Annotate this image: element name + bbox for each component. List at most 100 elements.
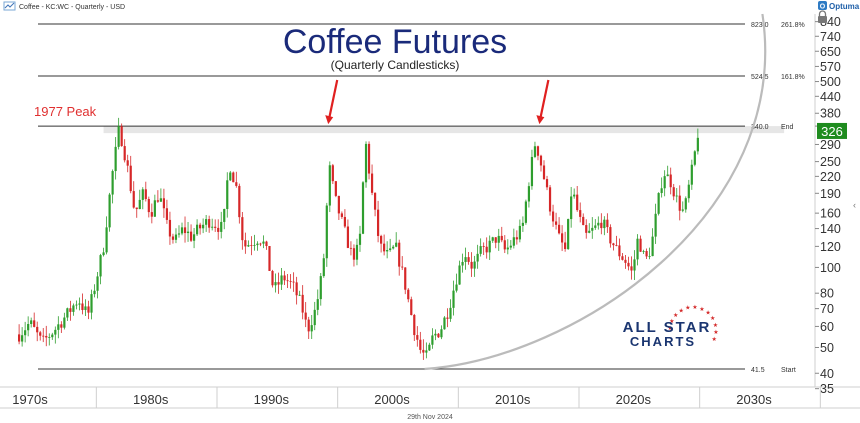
candle-body xyxy=(165,208,169,220)
candle-body xyxy=(428,344,431,351)
lock-icon[interactable] xyxy=(818,10,827,23)
annotations: 1977 Peak xyxy=(34,79,550,125)
candle-body xyxy=(579,210,582,217)
candle-body xyxy=(675,195,678,197)
candle-body xyxy=(557,224,561,234)
candle-body xyxy=(512,237,515,246)
candle-body xyxy=(292,281,295,283)
candle-body xyxy=(220,221,223,232)
candle-body xyxy=(183,227,187,234)
candle-body xyxy=(597,222,600,226)
candle-body xyxy=(69,308,72,312)
footer-date: 29th Nov 2024 xyxy=(407,414,453,421)
candle-body xyxy=(156,200,159,202)
candle-body xyxy=(316,299,319,310)
y-tick-label: 500 xyxy=(820,75,841,89)
candle-body xyxy=(256,243,259,246)
candle-body xyxy=(45,335,48,338)
candles xyxy=(18,117,699,360)
candle-body xyxy=(479,246,482,254)
candle-body xyxy=(211,226,214,228)
candle-body xyxy=(280,275,283,285)
x-tick-label: 1990s xyxy=(254,392,290,407)
candle-body xyxy=(615,245,618,246)
candle-body xyxy=(334,181,337,196)
candle-body xyxy=(93,290,96,295)
candle-body xyxy=(202,224,205,229)
candle-body xyxy=(678,195,681,211)
y-tick-label: 160 xyxy=(820,207,841,221)
candle-body xyxy=(533,146,537,157)
brand-name: Optuma xyxy=(829,2,860,11)
candle-body xyxy=(491,237,494,241)
candle-body xyxy=(205,219,208,225)
y-tick-label: 50 xyxy=(820,341,834,355)
y-tick-label: 290 xyxy=(820,138,841,152)
candle-body xyxy=(319,276,322,300)
candle-body xyxy=(651,236,654,257)
star-icon: ★ xyxy=(705,310,710,317)
candle-body xyxy=(36,326,39,333)
candle-body xyxy=(564,242,567,250)
y-tick-label: 35 xyxy=(820,382,834,396)
candle-body xyxy=(437,333,440,338)
svg-text:O: O xyxy=(820,4,826,11)
candle-body xyxy=(561,233,564,243)
candle-body xyxy=(114,146,117,172)
candle-body xyxy=(268,246,271,271)
candle-body xyxy=(431,335,434,345)
y-tick-label: 190 xyxy=(820,187,841,201)
candle-body xyxy=(603,219,606,229)
candle-body xyxy=(307,319,310,332)
candle-body xyxy=(283,275,286,281)
candle-body xyxy=(313,309,316,326)
candle-body xyxy=(195,224,199,235)
current-price-label: 326 xyxy=(821,124,843,139)
candle-body xyxy=(138,199,141,210)
resistance-zone-layer xyxy=(103,126,785,134)
candle-body xyxy=(630,266,633,271)
candle-body xyxy=(250,245,253,246)
candle-body xyxy=(503,240,506,250)
candle-body xyxy=(633,259,636,271)
star-icon: ★ xyxy=(711,336,716,343)
candle-body xyxy=(648,256,651,257)
candle-body xyxy=(693,151,696,165)
candle-body xyxy=(383,243,386,252)
candle-body xyxy=(461,261,464,266)
candle-body xyxy=(84,306,87,311)
resistance-zone xyxy=(103,126,785,134)
candle-body xyxy=(21,335,24,342)
y-tick-label: 80 xyxy=(820,287,834,301)
candle-body xyxy=(488,240,491,253)
candle-body xyxy=(168,219,172,237)
candle-body xyxy=(684,198,687,210)
candle-body xyxy=(253,245,256,246)
candle-body xyxy=(159,198,162,202)
candle-body xyxy=(524,201,528,223)
candle-body xyxy=(111,171,114,195)
instrument-label: Coffee - KC:WC - Quarterly - USD xyxy=(19,4,125,11)
candle-body xyxy=(591,227,594,231)
brand[interactable]: O Optuma xyxy=(818,1,860,11)
candle-body xyxy=(376,209,380,236)
candle-body xyxy=(325,205,328,259)
candle-body xyxy=(627,262,630,267)
candle-body xyxy=(66,308,69,318)
fib-level-value: 524.5 xyxy=(751,74,769,81)
watermark-line2: CHARTS xyxy=(630,334,696,349)
candle-body xyxy=(518,225,521,240)
y-tick-label: 100 xyxy=(820,261,841,275)
candle-body xyxy=(33,320,36,327)
candle-body xyxy=(497,235,500,243)
candle-body xyxy=(90,294,93,313)
candle-body xyxy=(494,237,497,243)
collapse-chevron-icon[interactable]: ‹ xyxy=(853,200,856,210)
candle-body xyxy=(153,200,156,217)
y-tick-label: 70 xyxy=(820,302,834,316)
candle-body xyxy=(120,126,123,147)
candle-body xyxy=(545,179,549,188)
star-icon: ★ xyxy=(713,329,718,336)
x-tick-label: 2000s xyxy=(374,392,410,407)
current-price-badge xyxy=(817,122,847,139)
